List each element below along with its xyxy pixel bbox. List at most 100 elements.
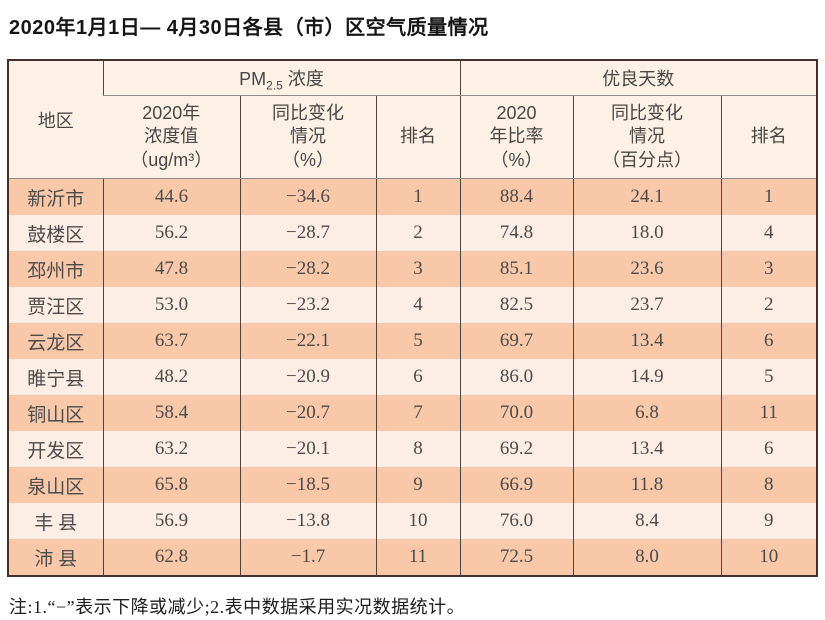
- value-cell: 66.9: [459, 467, 574, 503]
- region-cell: 沛 县: [8, 539, 103, 576]
- region-cell: 鼓楼区: [8, 215, 103, 251]
- value-cell: 24.1: [572, 178, 722, 215]
- value-cell: 9: [375, 467, 461, 503]
- value-cell: 58.4: [102, 395, 240, 431]
- value-cell: −1.7: [239, 539, 376, 576]
- table-row: 丰 县 56.9 −13.8 10 76.0 8.4 9: [8, 503, 818, 539]
- value-cell: 70.0: [459, 395, 574, 431]
- value-cell: 8: [375, 431, 461, 467]
- value-cell: 56.9: [102, 503, 240, 539]
- value-cell: −20.7: [239, 395, 376, 431]
- region-cell: 丰 县: [8, 503, 103, 539]
- value-cell: 5: [720, 359, 818, 395]
- header-pm-group: PM2.5 浓度: [102, 60, 461, 96]
- region-cell: 铜山区: [8, 395, 103, 431]
- value-cell: 18.0: [572, 215, 722, 251]
- value-cell: 11.8: [572, 467, 722, 503]
- value-cell: 1: [375, 178, 461, 215]
- value-cell: −23.2: [239, 287, 376, 323]
- header-good-ratio: 2020 年比率 （%）: [459, 95, 574, 179]
- value-cell: 6: [720, 323, 818, 359]
- value-cell: 4: [375, 287, 461, 323]
- table-body: 新沂市 44.6 −34.6 1 88.4 24.1 1 鼓楼区 56.2 −28.7 2 74.8 1…: [8, 178, 818, 576]
- value-cell: 63.7: [102, 323, 240, 359]
- table-header: 地区 PM2.5 浓度 优良天数 2020年 浓度值 （ug/m³） 同比变化 …: [8, 60, 818, 179]
- value-cell: 44.6: [102, 178, 240, 215]
- value-cell: −18.5: [239, 467, 376, 503]
- table-row: 云龙区 63.7 −22.1 5 69.7 13.4 6: [8, 323, 818, 359]
- value-cell: 72.5: [459, 539, 574, 576]
- value-cell: 86.0: [459, 359, 574, 395]
- table-row: 邳州市 47.8 −28.2 3 85.1 23.6 3: [8, 251, 818, 287]
- header-good-group: 优良天数: [459, 60, 818, 96]
- value-cell: 8.4: [572, 503, 722, 539]
- pm-subscript: 2.5: [266, 78, 283, 93]
- value-cell: −34.6: [239, 178, 376, 215]
- value-cell: 88.4: [459, 178, 574, 215]
- value-cell: 5: [375, 323, 461, 359]
- value-cell: 2: [720, 287, 818, 323]
- region-cell: 贾汪区: [8, 287, 103, 323]
- value-cell: 1: [720, 178, 818, 215]
- table-row: 开发区 63.2 −20.1 8 69.2 13.4 6: [8, 431, 818, 467]
- header-good-rank: 排名: [720, 95, 818, 179]
- value-cell: −20.1: [239, 431, 376, 467]
- value-cell: 6: [375, 359, 461, 395]
- air-quality-table: 地区 PM2.5 浓度 优良天数 2020年 浓度值 （ug/m³） 同比变化 …: [7, 59, 819, 577]
- region-cell: 开发区: [8, 431, 103, 467]
- table-row: 沛 县 62.8 −1.7 11 72.5 8.0 10: [8, 539, 818, 576]
- value-cell: 69.7: [459, 323, 574, 359]
- value-cell: 11: [720, 395, 818, 431]
- value-cell: 13.4: [572, 323, 722, 359]
- value-cell: 13.4: [572, 431, 722, 467]
- header-good-change: 同比变化 情况 （百分点）: [572, 95, 722, 179]
- value-cell: −28.7: [239, 215, 376, 251]
- value-cell: 74.8: [459, 215, 574, 251]
- header-pm-change: 同比变化 情况 （%）: [239, 95, 376, 179]
- value-cell: 9: [720, 503, 818, 539]
- value-cell: 47.8: [102, 251, 240, 287]
- table-row: 泉山区 65.8 −18.5 9 66.9 11.8 8: [8, 467, 818, 503]
- value-cell: 82.5: [459, 287, 574, 323]
- region-cell: 邳州市: [8, 251, 103, 287]
- header-pm-concentration: 2020年 浓度值 （ug/m³）: [103, 95, 240, 179]
- value-cell: 6.8: [572, 395, 722, 431]
- value-cell: 4: [720, 215, 818, 251]
- table-row: 新沂市 44.6 −34.6 1 88.4 24.1 1: [8, 178, 818, 215]
- value-cell: 6: [720, 431, 818, 467]
- value-cell: 11: [375, 539, 461, 576]
- value-cell: 62.8: [102, 539, 240, 576]
- header-region: 地区: [8, 60, 103, 179]
- value-cell: 69.2: [459, 431, 574, 467]
- region-cell: 云龙区: [8, 323, 103, 359]
- region-cell: 泉山区: [8, 467, 103, 503]
- region-cell: 睢宁县: [8, 359, 103, 395]
- value-cell: 2: [375, 215, 461, 251]
- pm-label-suffix: 浓度: [282, 69, 324, 89]
- page-title: 2020年1月1日— 4月30日各县（市）区空气质量情况: [9, 17, 489, 39]
- value-cell: 76.0: [459, 503, 574, 539]
- footnote: 注:1.“−”表示下降或减少;2.表中数据采用实况数据统计。: [9, 597, 466, 617]
- value-cell: −20.9: [239, 359, 376, 395]
- value-cell: −28.2: [239, 251, 376, 287]
- value-cell: 8: [720, 467, 818, 503]
- header-pm-rank: 排名: [375, 95, 461, 179]
- value-cell: 7: [375, 395, 461, 431]
- value-cell: 8.0: [572, 539, 722, 576]
- value-cell: 23.6: [572, 251, 722, 287]
- value-cell: −13.8: [239, 503, 376, 539]
- pm-label: PM: [239, 69, 267, 89]
- value-cell: 85.1: [459, 251, 574, 287]
- value-cell: 48.2: [102, 359, 240, 395]
- value-cell: −22.1: [239, 323, 376, 359]
- table-row: 睢宁县 48.2 −20.9 6 86.0 14.9 5: [8, 359, 818, 395]
- value-cell: 53.0: [102, 287, 240, 323]
- value-cell: 3: [375, 251, 461, 287]
- value-cell: 63.2: [102, 431, 240, 467]
- value-cell: 56.2: [102, 215, 240, 251]
- table-row: 贾汪区 53.0 −23.2 4 82.5 23.7 2: [8, 287, 818, 323]
- region-cell: 新沂市: [8, 178, 103, 215]
- value-cell: 10: [375, 503, 461, 539]
- value-cell: 65.8: [102, 467, 240, 503]
- value-cell: 10: [720, 539, 818, 576]
